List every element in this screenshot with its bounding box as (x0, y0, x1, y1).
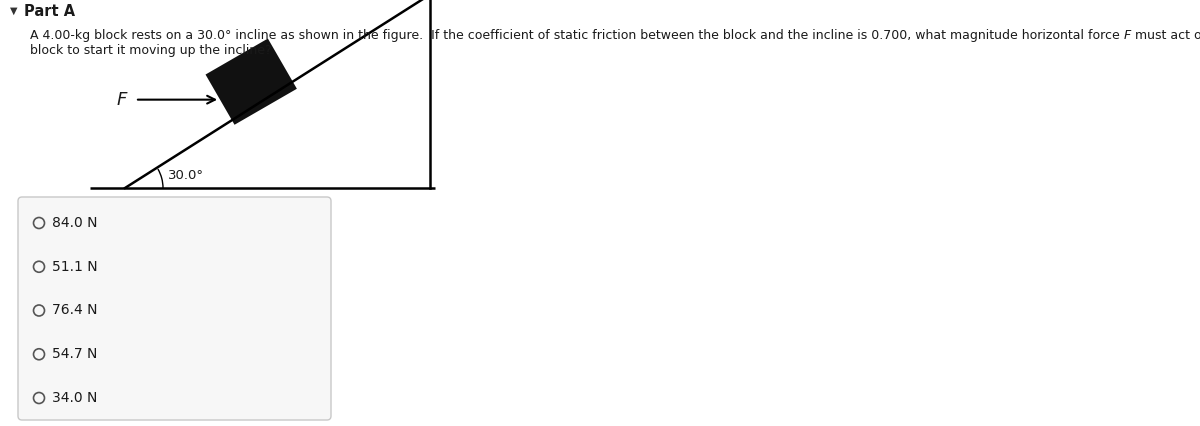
Text: 76.4 N: 76.4 N (52, 303, 97, 317)
Text: block to start it moving up the incline?: block to start it moving up the incline? (30, 44, 271, 57)
Text: 84.0 N: 84.0 N (52, 216, 97, 230)
Text: 34.0 N: 34.0 N (52, 391, 97, 405)
Text: A 4.00-kg block rests on a 30.0° incline as shown in the figure.  If the coeffic: A 4.00-kg block rests on a 30.0° incline… (30, 29, 1123, 42)
Text: ▼: ▼ (10, 6, 18, 16)
Polygon shape (205, 38, 296, 125)
Text: 51.1 N: 51.1 N (52, 260, 97, 274)
Text: must act on the: must act on the (1132, 29, 1200, 42)
Text: 54.7 N: 54.7 N (52, 347, 97, 361)
Text: 30.0°: 30.0° (168, 169, 204, 182)
Text: F: F (1123, 29, 1132, 42)
Text: Part A: Part A (24, 3, 76, 18)
Text: $\mathit{F}$: $\mathit{F}$ (116, 91, 130, 109)
FancyBboxPatch shape (18, 197, 331, 420)
